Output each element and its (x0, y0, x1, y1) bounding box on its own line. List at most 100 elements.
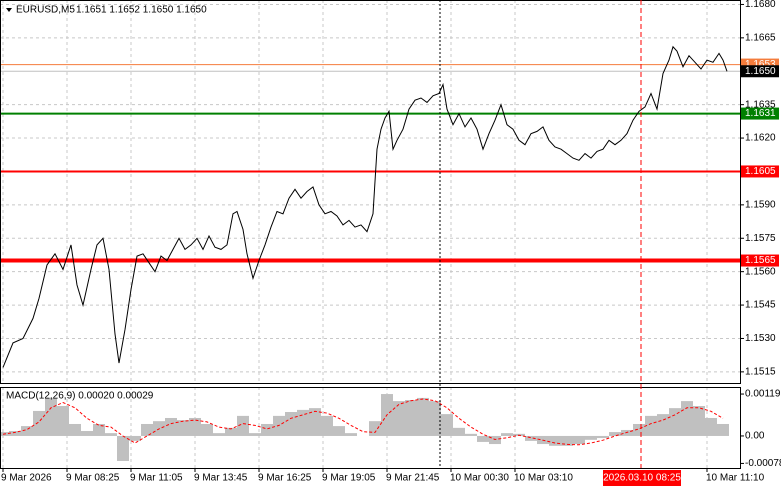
y-tick-label: -0.00078 (745, 458, 781, 469)
macd-bar (333, 426, 345, 436)
macd-bar (225, 427, 237, 436)
x-tick-label: 10 Mar 03:10 (514, 473, 573, 484)
level-label: 1.1605 (745, 166, 776, 177)
macd-bar (9, 431, 21, 436)
macd-bar (21, 426, 33, 436)
macd-bar (309, 408, 321, 436)
y-tick-label: 1.1515 (745, 367, 776, 378)
macd-bar (141, 423, 153, 436)
macd-bar (549, 435, 561, 446)
x-tick-label: 9 Mar 21:45 (386, 473, 440, 484)
symbol-title: EURUSD,M5 (16, 5, 75, 16)
macd-bar (249, 433, 261, 436)
macd-bar (69, 423, 81, 436)
macd-bar (597, 435, 609, 439)
macd-bar (693, 406, 705, 436)
macd-bar (633, 423, 645, 436)
macd-panel-frame (0, 387, 741, 469)
macd-bar (477, 435, 489, 442)
macd-bar (33, 410, 45, 436)
level-label-box (741, 254, 779, 267)
x-tick-label: 9 Mar 2026 (1, 473, 52, 484)
level-label: 1.1650 (745, 66, 776, 77)
macd-bar (645, 415, 657, 436)
ohlc: 1.1651 1.1652 1.1650 1.1650 (76, 5, 207, 16)
crosshair-label: 2026.03.10 08:25 (603, 473, 681, 484)
x-tick-label: 9 Mar 13:45 (194, 473, 248, 484)
y-tick-label: 1.1680 (745, 0, 776, 10)
y-tick-label: 0.00 (745, 431, 765, 442)
macd-bar (561, 435, 573, 446)
y-tick-label: 1.1575 (745, 233, 776, 244)
level-label-box (741, 58, 779, 71)
macd-bar (297, 409, 309, 436)
level-label: 1.1565 (745, 255, 776, 266)
x-tick-label: 9 Mar 16:25 (258, 473, 312, 484)
macd-bar (285, 412, 297, 436)
x-tick-label: 10 Mar 11:10 (706, 473, 765, 484)
macd-bar (129, 435, 141, 441)
macd-bar (717, 423, 729, 436)
macd-bar (369, 421, 381, 436)
macd-bar (405, 400, 417, 436)
y-tick-label: 1.1530 (745, 333, 776, 344)
y-tick-label: 0.00119 (745, 389, 781, 400)
macd-bar (93, 423, 105, 436)
macd-bar (441, 414, 453, 436)
macd-bar (57, 406, 69, 436)
macd-bar (705, 417, 717, 436)
macd-bar (525, 435, 537, 441)
signal-line (2, 398, 724, 446)
macd-bar (669, 408, 681, 436)
x-tick-label: 10 Mar 00:30 (450, 473, 509, 484)
macd-bar (117, 435, 129, 461)
x-tick-label: 9 Mar 19:05 (322, 473, 376, 484)
level-label: 1.1631 (745, 108, 776, 119)
price-panel-frame (0, 0, 741, 384)
y-tick-label: 1.1545 (745, 300, 776, 311)
y-tick-label: 1.1635 (745, 99, 776, 110)
macd-bar (165, 417, 177, 436)
grid (0, 0, 744, 472)
marks (0, 45, 740, 461)
macd-bar (189, 417, 201, 436)
level-label-box (741, 65, 779, 78)
menu-arrow (6, 8, 12, 12)
macd-title: MACD(12,26,9) 0.00020 0.00029 (6, 391, 154, 402)
x-tick-label: 9 Mar 11:05 (130, 473, 183, 484)
macd-bar (237, 415, 249, 436)
level-label-box (741, 165, 779, 178)
macd-bar (465, 433, 477, 436)
macd-bar (177, 420, 189, 436)
macd-bar (453, 427, 465, 436)
macd-bar (501, 433, 513, 436)
macd-bar (621, 429, 633, 436)
macd-bar (657, 414, 669, 436)
macd-bar (321, 415, 333, 436)
y-tick-label: 1.1590 (745, 200, 776, 211)
y-tick-label: 1.1665 (745, 32, 776, 43)
macd-bar (585, 435, 597, 440)
macd-bar (201, 423, 213, 436)
macd-bar (213, 433, 225, 436)
level-label-box (741, 107, 779, 120)
macd-bar (45, 397, 57, 436)
y-tick-label: 1.1620 (745, 133, 776, 144)
macd-bar (429, 401, 441, 436)
y-tick-label: 1.1560 (745, 266, 776, 277)
macd-bar (261, 423, 273, 436)
macd-bar (393, 401, 405, 436)
crosshair-box (603, 470, 681, 486)
macd-bar (81, 431, 93, 436)
macd-bar (105, 433, 117, 436)
price-line (2, 45, 728, 368)
level-label: 1.1653 (745, 59, 776, 70)
macd-bar (681, 401, 693, 436)
x-tick-label: 9 Mar 08:25 (66, 473, 120, 484)
macd-bar (417, 397, 429, 436)
macd-bar (609, 432, 621, 436)
macd-bar (345, 433, 357, 436)
